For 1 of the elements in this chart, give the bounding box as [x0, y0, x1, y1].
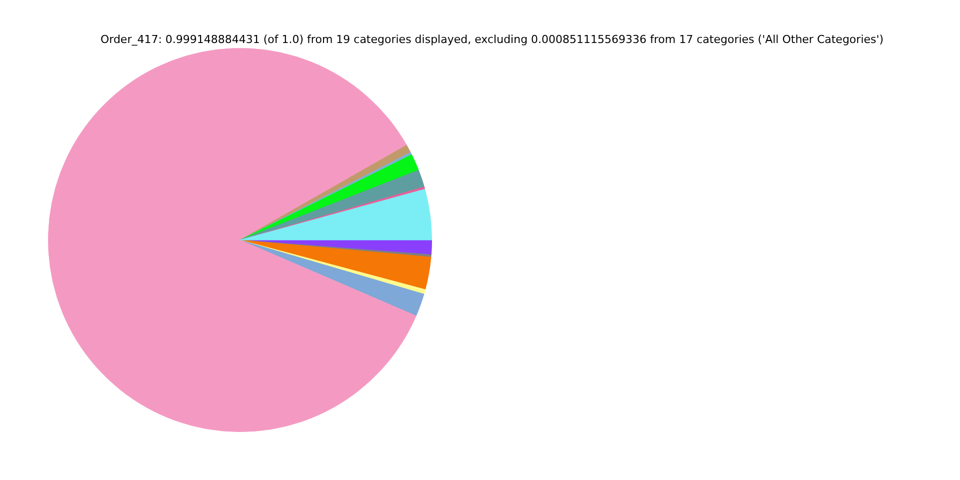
text: Order_417: 0.999148884431 (of 1.0) from 19 categories displayed, excluding 0.000851115569336 from 17 categories ('All Other Categories')	[100, 32, 884, 46]
